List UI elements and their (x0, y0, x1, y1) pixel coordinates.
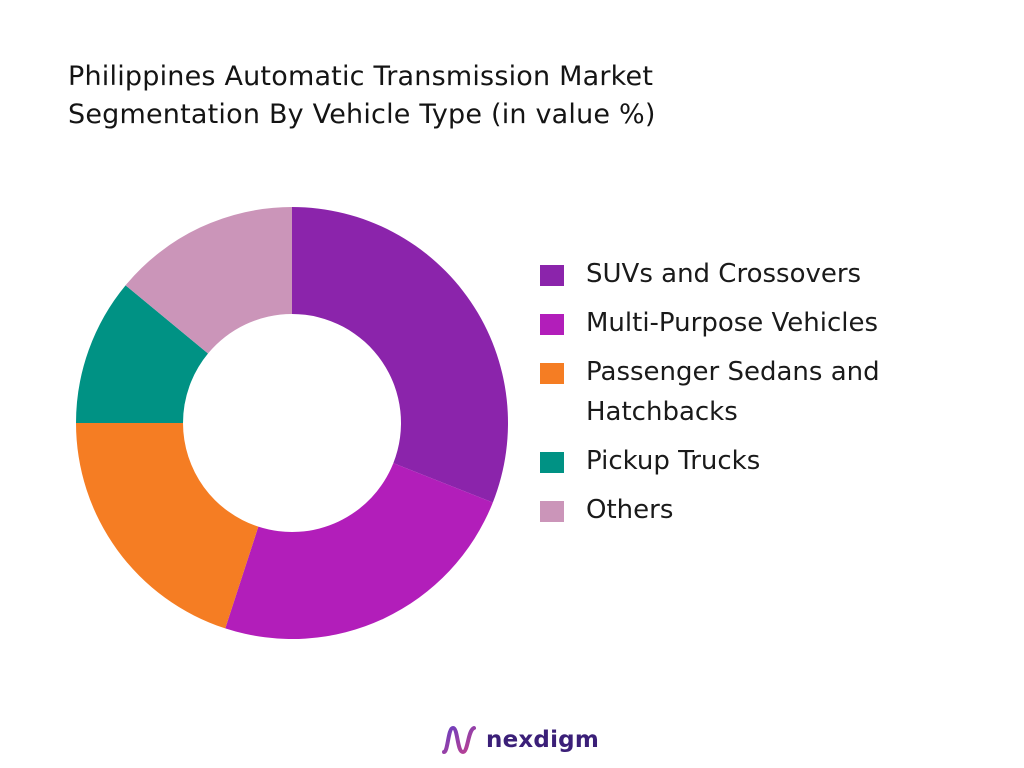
legend-label-mpv: Multi-Purpose Vehicles (586, 308, 879, 338)
brand-name: nexdigm (486, 727, 599, 753)
donut-slice-others (125, 207, 292, 354)
legend-swatch-sedans (540, 363, 564, 384)
chart-title-line-2: Segmentation By Vehicle Type (in value %… (68, 99, 656, 130)
legend-item-mpv: Multi-Purpose Vehicles (540, 303, 980, 343)
legend-label-sedans-line-2: Hatchbacks (586, 397, 738, 427)
donut-slice-pickup (76, 285, 209, 423)
chart-legend: SUVs and Crossovers Multi-Purpose Vehicl… (540, 254, 980, 539)
legend-swatch-mpv (540, 314, 564, 335)
legend-swatch-pickup (540, 452, 564, 473)
legend-item-pickup: Pickup Trucks (540, 441, 980, 481)
donut-slice-sedans (76, 423, 259, 629)
brand-logo: nexdigm (440, 720, 599, 760)
donut-slice-suvs (292, 207, 509, 503)
legend-item-sedans: Passenger Sedans and Hatchbacks (540, 352, 980, 432)
legend-label-others: Others (586, 495, 674, 525)
legend-swatch-suvs (540, 265, 564, 286)
legend-item-suvs: SUVs and Crossovers (540, 254, 980, 294)
donut-slice-mpv (225, 463, 493, 639)
chart-title-line-1: Philippines Automatic Transmission Marke… (68, 61, 654, 92)
legend-label-suvs: SUVs and Crossovers (586, 259, 862, 289)
legend-item-others: Others (540, 490, 980, 530)
legend-label-pickup: Pickup Trucks (586, 446, 761, 476)
nexdigm-logo-icon (442, 725, 476, 755)
legend-label-sedans-line-1: Passenger Sedans and (586, 357, 880, 387)
chart-title: Philippines Automatic Transmission Marke… (68, 58, 828, 134)
legend-swatch-others (540, 501, 564, 522)
